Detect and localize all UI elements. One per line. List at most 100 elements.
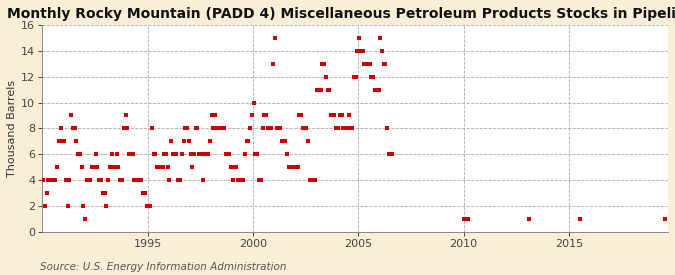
Point — [106, 152, 117, 156]
Point — [118, 126, 129, 131]
Point — [222, 152, 233, 156]
Point — [45, 178, 55, 182]
Point — [187, 165, 198, 169]
Point — [287, 165, 298, 169]
Point — [315, 87, 326, 92]
Point — [38, 178, 49, 182]
Point — [155, 165, 166, 169]
Point — [342, 126, 352, 131]
Point — [289, 165, 300, 169]
Point — [369, 87, 380, 92]
Point — [357, 49, 368, 53]
Point — [338, 126, 349, 131]
Point — [225, 165, 236, 169]
Point — [53, 139, 64, 144]
Point — [182, 126, 192, 131]
Point — [141, 204, 152, 208]
Point — [184, 139, 194, 144]
Point — [71, 139, 82, 144]
Point — [322, 87, 333, 92]
Point — [55, 126, 66, 131]
Point — [202, 152, 213, 156]
Point — [171, 152, 182, 156]
Point — [169, 152, 180, 156]
Point — [308, 178, 319, 182]
Point — [211, 126, 222, 131]
Point — [273, 126, 284, 131]
Point — [76, 165, 87, 169]
Point — [348, 75, 359, 79]
Point — [360, 62, 371, 66]
Point — [368, 75, 379, 79]
Point — [127, 152, 138, 156]
Point — [324, 87, 335, 92]
Point — [264, 126, 275, 131]
Point — [166, 139, 177, 144]
Point — [340, 126, 350, 131]
Point — [59, 139, 70, 144]
Point — [57, 139, 68, 144]
Point — [255, 178, 266, 182]
Point — [313, 87, 324, 92]
Point — [80, 217, 90, 221]
Point — [306, 178, 317, 182]
Point — [197, 178, 208, 182]
Point — [117, 178, 128, 182]
Point — [206, 113, 217, 118]
Point — [167, 152, 178, 156]
Point — [333, 126, 344, 131]
Point — [364, 62, 375, 66]
Point — [190, 126, 201, 131]
Point — [319, 62, 329, 66]
Point — [327, 113, 338, 118]
Point — [143, 204, 154, 208]
Point — [140, 191, 151, 195]
Point — [462, 217, 473, 221]
Point — [246, 113, 257, 118]
Point — [359, 62, 370, 66]
Point — [377, 49, 387, 53]
Point — [108, 165, 119, 169]
Point — [215, 126, 226, 131]
Point — [248, 100, 259, 105]
Point — [379, 62, 389, 66]
Point — [138, 191, 148, 195]
Point — [326, 113, 337, 118]
Point — [88, 165, 99, 169]
Point — [146, 126, 157, 131]
Point — [74, 152, 85, 156]
Point — [132, 178, 143, 182]
Point — [90, 152, 101, 156]
Point — [86, 165, 97, 169]
Point — [205, 139, 215, 144]
Point — [176, 152, 187, 156]
Point — [64, 178, 75, 182]
Point — [131, 178, 142, 182]
Point — [65, 113, 76, 118]
Point — [380, 62, 391, 66]
Point — [223, 152, 234, 156]
Point — [217, 126, 227, 131]
Point — [301, 126, 312, 131]
Point — [382, 126, 393, 131]
Point — [178, 139, 189, 144]
Point — [220, 152, 231, 156]
Point — [240, 152, 250, 156]
Point — [383, 152, 394, 156]
Point — [199, 152, 210, 156]
Point — [321, 75, 331, 79]
Point — [150, 152, 161, 156]
Point — [60, 178, 71, 182]
Point — [120, 113, 131, 118]
Point — [286, 165, 296, 169]
Point — [268, 62, 279, 66]
Point — [144, 204, 155, 208]
Point — [48, 178, 59, 182]
Point — [189, 152, 200, 156]
Point — [92, 165, 103, 169]
Y-axis label: Thousand Barrels: Thousand Barrels — [7, 80, 17, 177]
Point — [101, 204, 111, 208]
Point — [375, 36, 385, 40]
Point — [129, 178, 140, 182]
Point — [350, 75, 361, 79]
